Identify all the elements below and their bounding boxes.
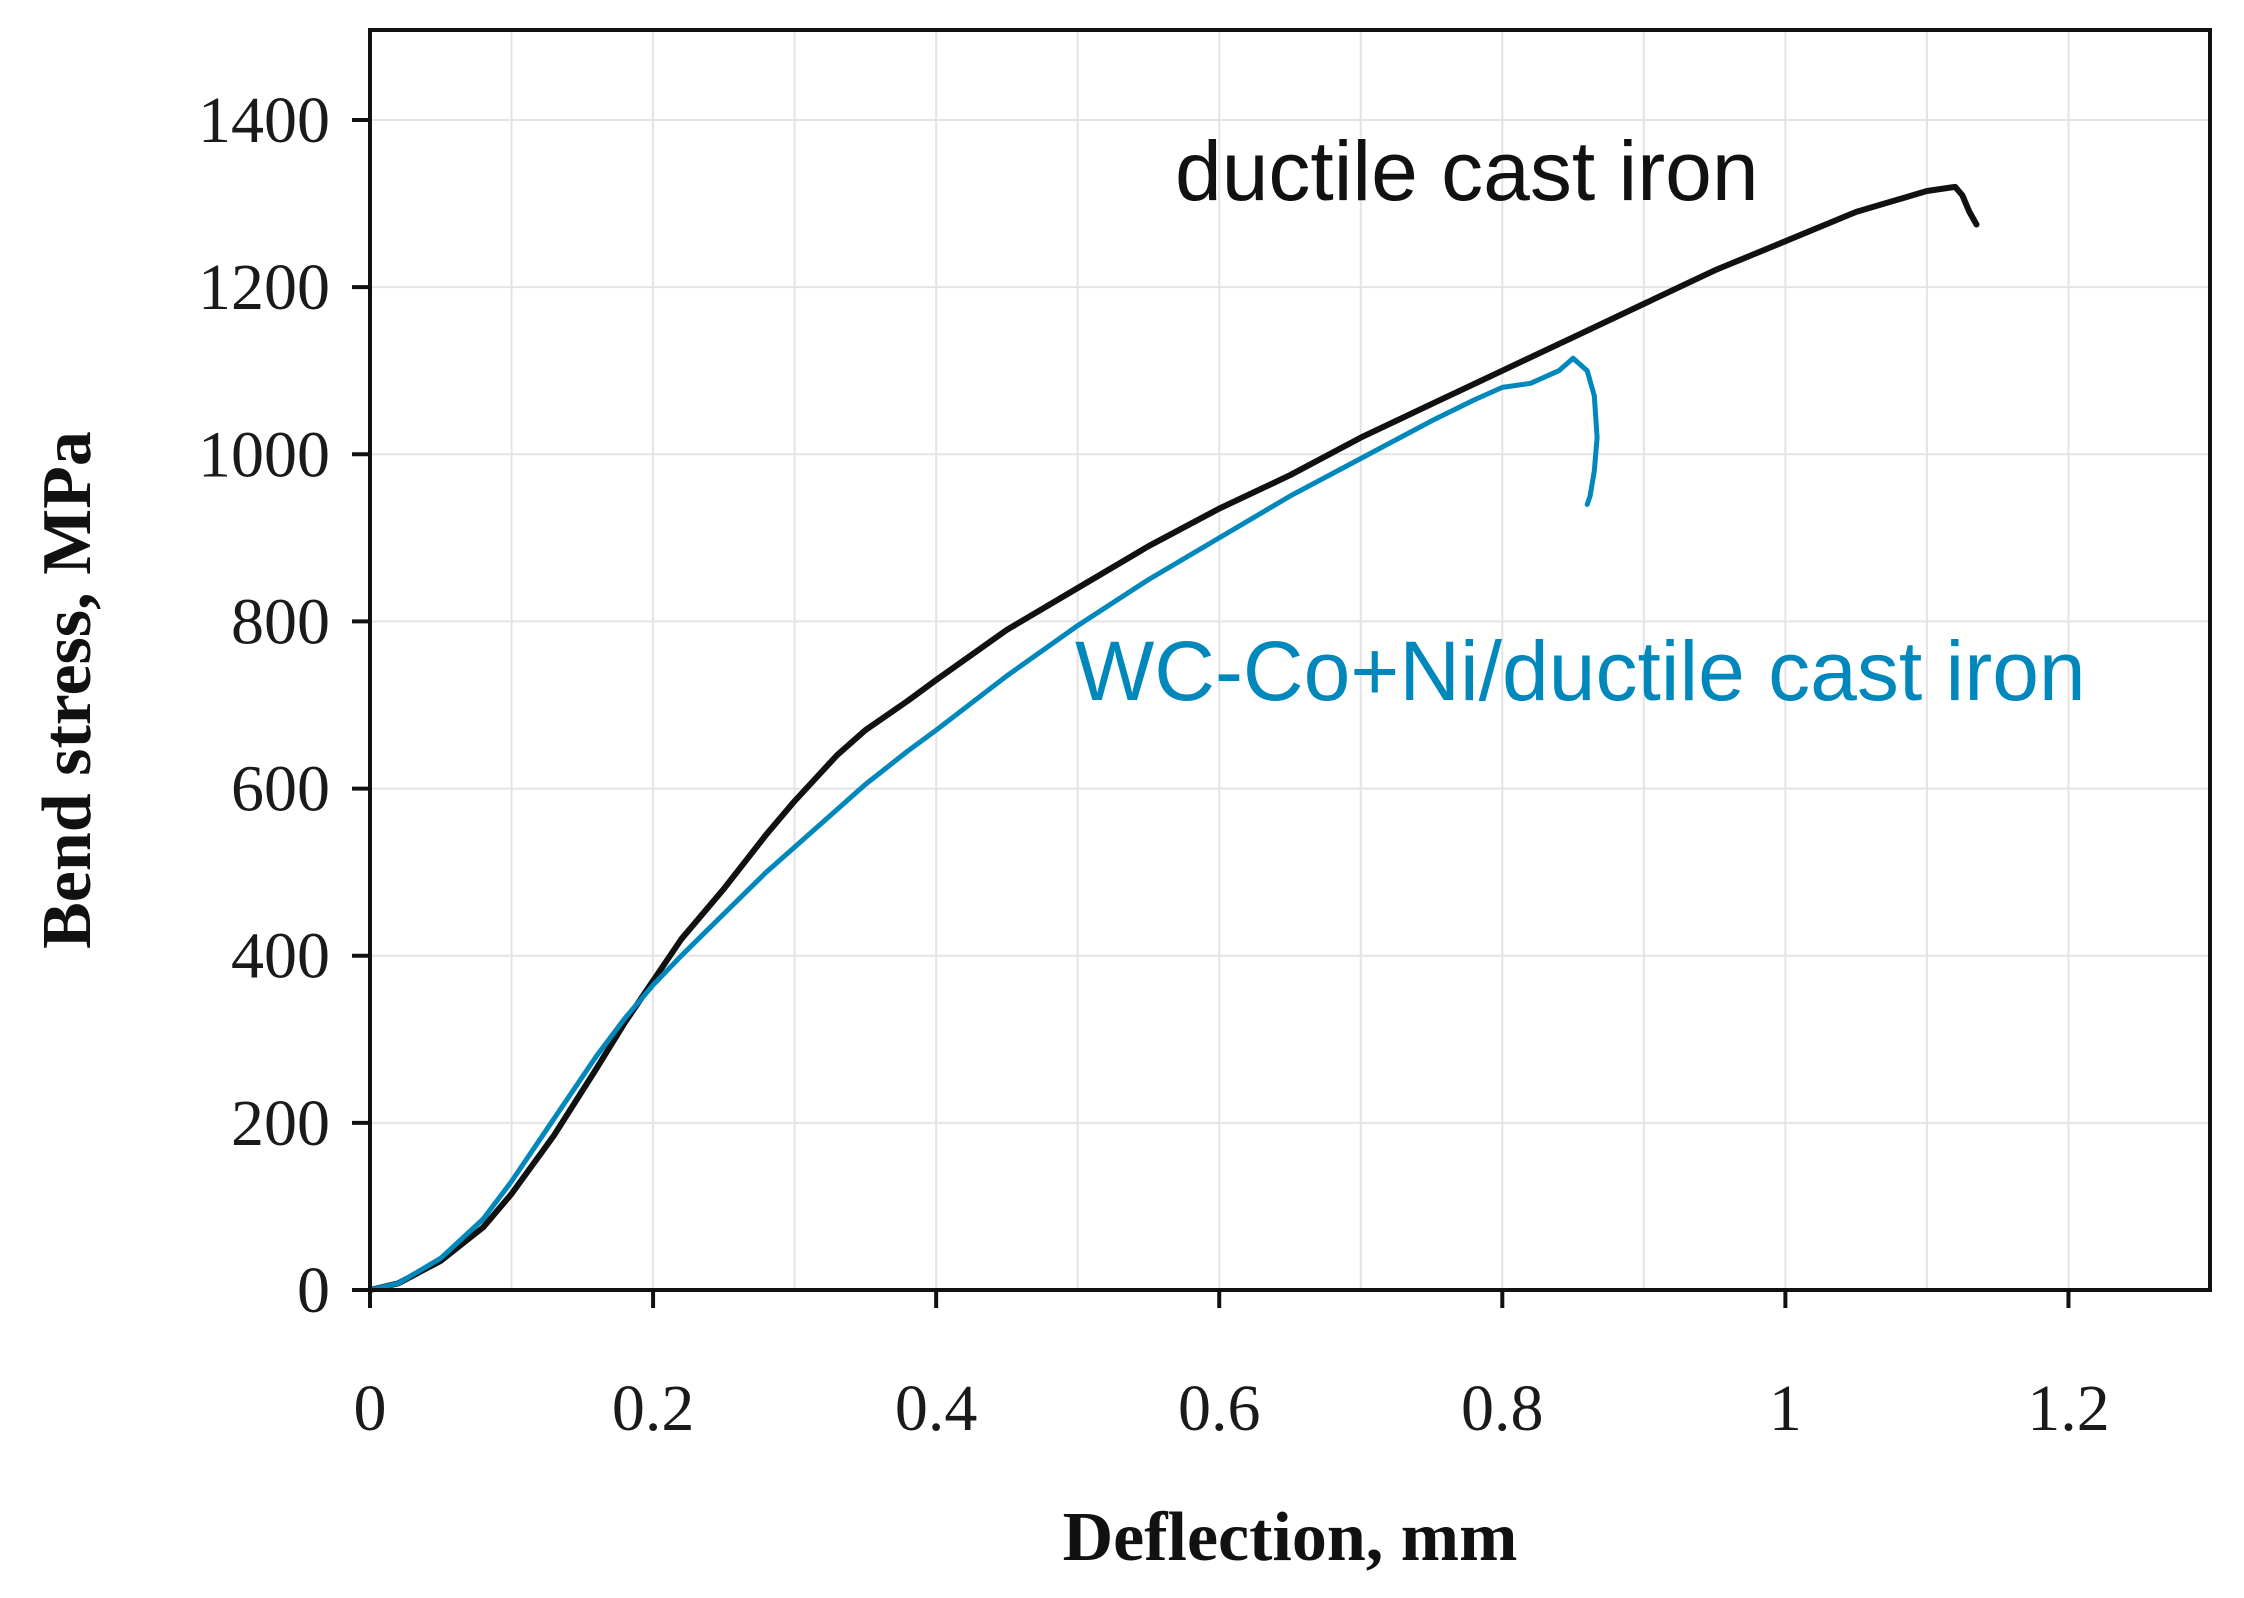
series-label-wc-co-ni-ductile-cast-iron: WC-Co+Ni/ductile cast iron bbox=[1075, 624, 2086, 718]
y-tick-label: 0 bbox=[297, 1254, 330, 1327]
y-tick-label: 600 bbox=[231, 753, 330, 826]
series-line-ductile-cast-iron bbox=[367, 183, 1980, 1293]
series-label-ductile-cast-iron: ductile cast iron bbox=[1175, 124, 1759, 218]
series-line-wc-co-ni-ductile-cast-iron bbox=[367, 355, 1600, 1293]
x-tick-label: 0.2 bbox=[612, 1372, 695, 1445]
y-axis-title: Bend stress, MPa bbox=[29, 431, 106, 949]
series-lines bbox=[367, 183, 1980, 1293]
y-tick-label: 800 bbox=[231, 585, 330, 658]
x-axis-title: Deflection, mm bbox=[1063, 1499, 1518, 1576]
grid bbox=[370, 30, 2210, 1290]
x-tick-label: 0.6 bbox=[1178, 1372, 1261, 1445]
x-tick-label: 1.2 bbox=[2027, 1372, 2110, 1445]
x-tick-label: 0 bbox=[354, 1372, 387, 1445]
y-tick-label: 1000 bbox=[198, 418, 330, 491]
plot-frame bbox=[368, 28, 2212, 1292]
x-axis-ticks: 0 0.2 0.4 0.6 0.8 1 1.2 bbox=[354, 1290, 2110, 1445]
y-axis-ticks: 0 200 400 600 800 1000 1200 1400 bbox=[198, 84, 370, 1327]
y-tick-label: 1200 bbox=[198, 251, 330, 324]
y-tick-label: 1400 bbox=[198, 84, 330, 157]
x-tick-label: 0.4 bbox=[895, 1372, 978, 1445]
x-tick-label: 1 bbox=[1769, 1372, 1802, 1445]
y-tick-label: 200 bbox=[231, 1087, 330, 1160]
x-tick-label: 0.8 bbox=[1461, 1372, 1544, 1445]
y-tick-label: 400 bbox=[231, 920, 330, 993]
